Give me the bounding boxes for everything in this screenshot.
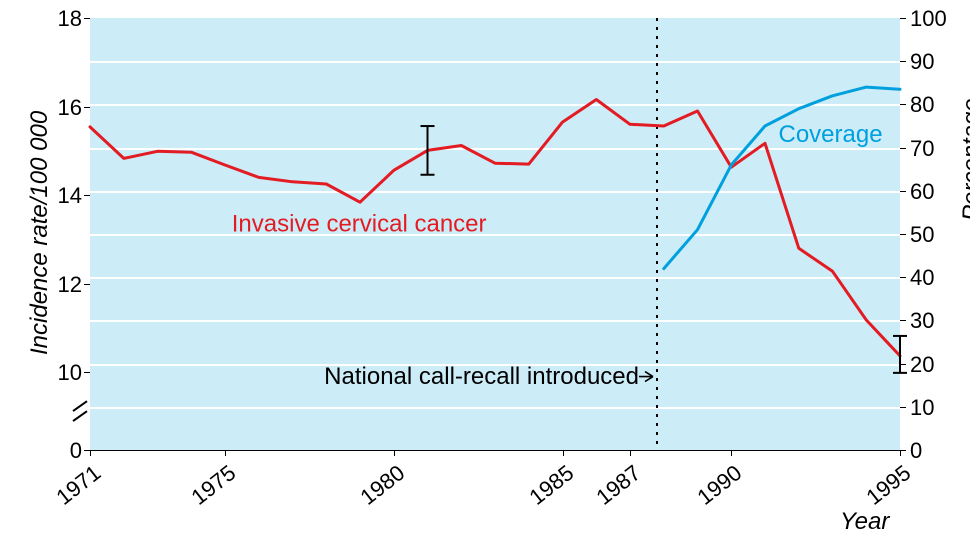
y-right-tick <box>900 364 906 365</box>
axis-break-slash <box>73 411 87 421</box>
y-right-tick-label: 100 <box>910 6 947 32</box>
x-tick <box>225 450 226 456</box>
y-right-tick <box>900 104 906 105</box>
y-right-tick-label: 50 <box>910 222 934 248</box>
x-tick <box>394 450 395 456</box>
y-left-tick-label: 0 <box>70 438 82 464</box>
y-right-tick <box>900 407 906 408</box>
y-left-tick <box>84 372 90 373</box>
y-right-tick-label: 0 <box>910 438 922 464</box>
chart-canvas: National call-recall introducedInvasive … <box>0 0 970 548</box>
y-right-tick-label: 60 <box>910 179 934 205</box>
y-right-tick <box>900 18 906 19</box>
x-tick <box>630 450 631 456</box>
y-right-tick-label: 20 <box>910 352 934 378</box>
x-tick <box>90 450 91 456</box>
y-left-tick-label: 12 <box>58 272 82 298</box>
y-right-tick <box>900 277 906 278</box>
y-left-axis-title: Incidence rate/100 000 <box>26 111 54 355</box>
y-right-tick <box>900 61 906 62</box>
x-tick <box>900 450 901 456</box>
axis-break-slash <box>73 401 87 411</box>
y-left-tick-label: 18 <box>58 6 82 32</box>
y-right-tick <box>900 148 906 149</box>
y-left-tick <box>84 107 90 108</box>
y-right-tick-label: 80 <box>910 92 934 118</box>
y-right-tick <box>900 234 906 235</box>
axis-break-marker <box>0 0 970 548</box>
x-tick <box>731 450 732 456</box>
y-right-tick-label: 90 <box>910 49 934 75</box>
y-left-tick <box>84 18 90 19</box>
y-left-tick-label: 10 <box>58 360 82 386</box>
x-axis-title: Year <box>840 508 889 536</box>
y-left-tick-label: 16 <box>58 95 82 121</box>
y-left-tick-label: 14 <box>58 183 82 209</box>
y-right-tick <box>900 191 906 192</box>
y-right-tick <box>900 320 906 321</box>
y-right-tick-label: 40 <box>910 265 934 291</box>
y-right-tick-label: 10 <box>910 395 934 421</box>
y-left-tick <box>84 284 90 285</box>
y-left-tick <box>84 195 90 196</box>
y-right-tick-label: 70 <box>910 136 934 162</box>
x-tick <box>563 450 564 456</box>
y-right-tick-label: 30 <box>910 308 934 334</box>
y-right-axis-title: Percentage <box>958 98 970 221</box>
